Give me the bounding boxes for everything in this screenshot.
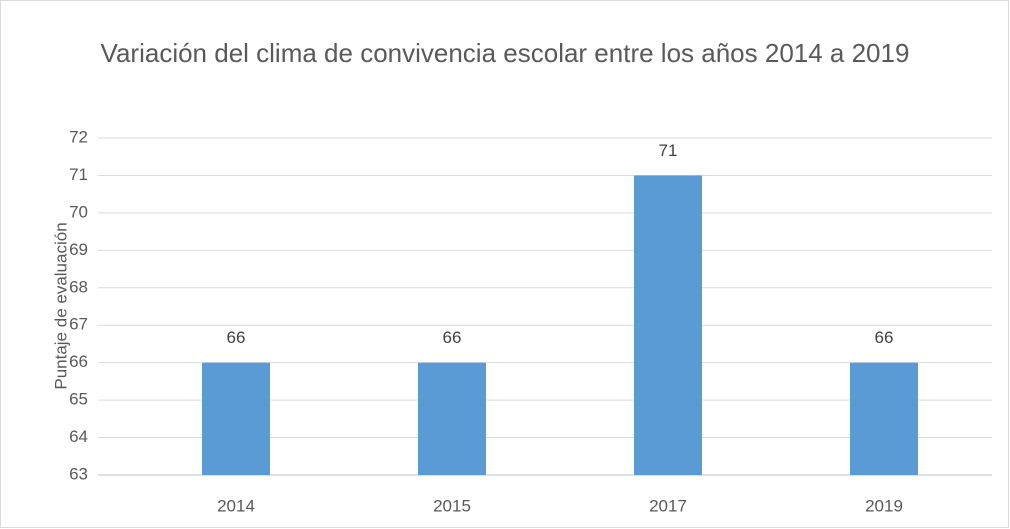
data-label: 66	[875, 328, 894, 347]
x-tick-label: 2015	[433, 496, 471, 515]
bar	[202, 362, 270, 475]
y-tick-label: 64	[69, 427, 88, 446]
y-tick-label: 70	[69, 202, 88, 221]
bar	[634, 175, 702, 475]
y-tick-label: 69	[69, 240, 88, 259]
chart-title: Variación del clima de convivencia escol…	[100, 38, 910, 68]
y-tick-label: 63	[69, 464, 88, 483]
y-axis-label: Puntaje de evaluación	[51, 222, 70, 389]
y-tick-label: 65	[69, 390, 88, 409]
y-tick-label: 71	[69, 165, 88, 184]
y-tick-label: 68	[69, 277, 88, 296]
bar	[418, 362, 486, 475]
bar	[850, 362, 918, 475]
data-label: 71	[659, 141, 678, 160]
x-tick-label: 2019	[865, 496, 903, 515]
y-tick-label: 66	[69, 352, 88, 371]
data-label: 66	[227, 328, 246, 347]
y-tick-label: 67	[69, 315, 88, 334]
x-tick-label: 2017	[649, 496, 687, 515]
data-label: 66	[443, 328, 462, 347]
x-tick-label: 2014	[217, 496, 255, 515]
y-tick-label: 72	[69, 127, 88, 146]
